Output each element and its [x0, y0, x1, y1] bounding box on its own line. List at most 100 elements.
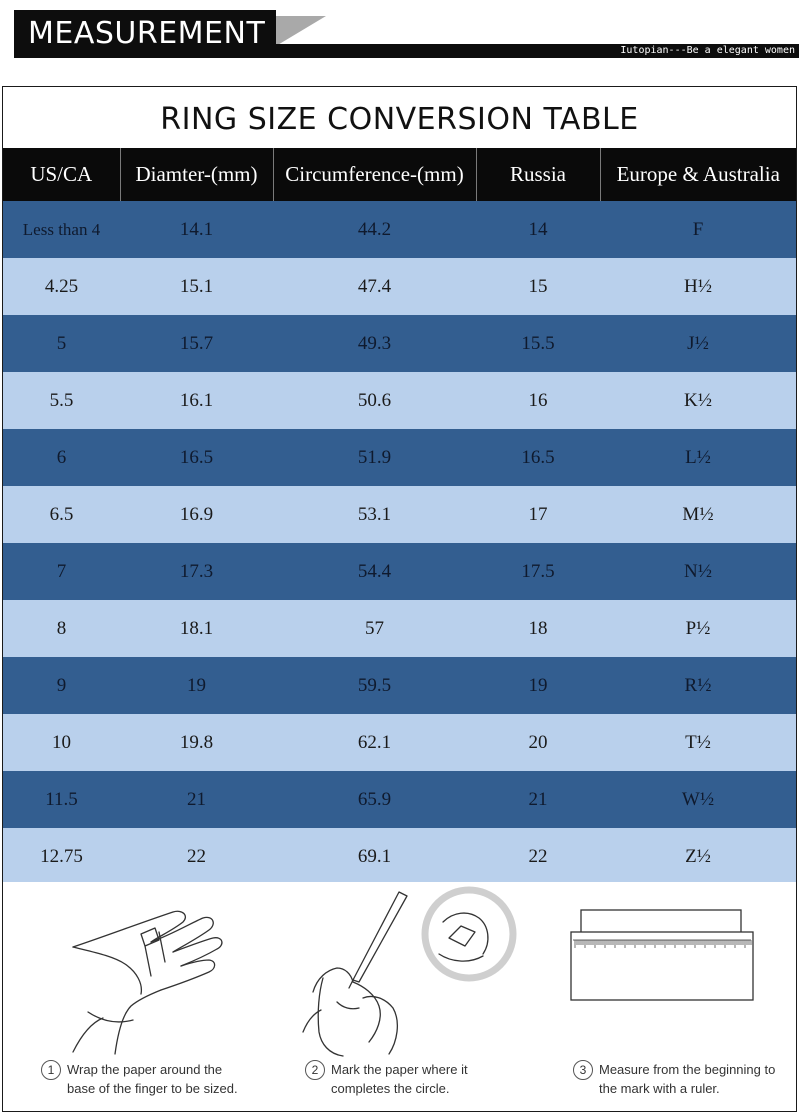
cell-diameter: 18.1	[120, 600, 273, 657]
cell-russia: 16.5	[476, 429, 600, 486]
cell-russia: 19	[476, 657, 600, 714]
cell-europe-australia: L½	[600, 429, 796, 486]
table-row: 8 18.1 57 18 P½	[3, 600, 796, 657]
cell-us-ca: 7	[3, 543, 120, 600]
cell-circumference: 54.4	[273, 543, 476, 600]
banner-title: MEASUREMENT	[14, 10, 276, 58]
cell-diameter: 19.8	[120, 714, 273, 771]
table-header-row: US/CA Diamter-(mm) Circumference-(mm) Ru…	[3, 148, 796, 201]
cell-circumference: 44.2	[273, 201, 476, 258]
cell-us-ca: 9	[3, 657, 120, 714]
cell-europe-australia: Z½	[600, 828, 796, 885]
step-2-line-1: Mark the paper where it	[331, 1062, 468, 1077]
step-number: 3	[573, 1060, 593, 1080]
banner-bar	[276, 44, 799, 58]
cell-circumference: 50.6	[273, 372, 476, 429]
cell-europe-australia: M½	[600, 486, 796, 543]
cell-us-ca: 11.5	[3, 771, 120, 828]
cell-diameter: 17.3	[120, 543, 273, 600]
hand-wrap-icon	[72, 910, 223, 1055]
ring-size-table: US/CA Diamter-(mm) Circumference-(mm) Ru…	[3, 148, 796, 885]
column-header-diameter: Diamter-(mm)	[120, 148, 274, 201]
table-row: 5 15.7 49.3 15.5 J½	[3, 315, 796, 372]
table-title: RING SIZE CONVERSION TABLE	[160, 102, 639, 137]
table-row: 12.75 22 69.1 22 Z½	[3, 828, 796, 885]
step-1: 1 Wrap the paper around the base of the …	[33, 882, 283, 1110]
cell-circumference: 69.1	[273, 828, 476, 885]
cell-europe-australia: F	[600, 201, 796, 258]
step-3-line-2: the mark with a ruler.	[599, 1081, 720, 1096]
cell-diameter: 16.1	[120, 372, 273, 429]
column-header-us-ca: US/CA	[3, 148, 121, 201]
cell-us-ca: Less than 4	[3, 201, 120, 258]
cell-diameter: 22	[120, 828, 273, 885]
cell-diameter: 21	[120, 771, 273, 828]
step-2: 2 Mark the paper where it completes the …	[293, 882, 543, 1110]
cell-europe-australia: J½	[600, 315, 796, 372]
cell-circumference: 51.9	[273, 429, 476, 486]
table-row: 9 19 59.5 19 R½	[3, 657, 796, 714]
cell-circumference: 59.5	[273, 657, 476, 714]
cell-russia: 15	[476, 258, 600, 315]
cell-russia: 17	[476, 486, 600, 543]
cell-us-ca: 8	[3, 600, 120, 657]
cell-europe-australia: R½	[600, 657, 796, 714]
step-3: 3 Measure from the beginning to the mark…	[563, 882, 796, 1110]
cell-diameter: 16.5	[120, 429, 273, 486]
cell-russia: 16	[476, 372, 600, 429]
pen-mark-icon	[302, 886, 517, 1057]
cell-diameter: 14.1	[120, 201, 273, 258]
cell-russia: 15.5	[476, 315, 600, 372]
cell-europe-australia: K½	[600, 372, 796, 429]
step-1-line-1: Wrap the paper around the	[67, 1062, 223, 1077]
table-row: 10 19.8 62.1 20 T½	[3, 714, 796, 771]
table-row: 11.5 21 65.9 21 W½	[3, 771, 796, 828]
cell-europe-australia: H½	[600, 258, 796, 315]
cell-us-ca: 5.5	[3, 372, 120, 429]
cell-diameter: 15.1	[120, 258, 273, 315]
table-row: 5.5 16.1 50.6 16 K½	[3, 372, 796, 429]
table-row: Less than 4 14.1 44.2 14 F	[3, 201, 796, 258]
cell-russia: 14	[476, 201, 600, 258]
cell-circumference: 62.1	[273, 714, 476, 771]
ruler-icon	[570, 909, 754, 1001]
cell-russia: 18	[476, 600, 600, 657]
header-banner: MEASUREMENT Iutopian---Be a elegant wome…	[0, 0, 799, 70]
step-number: 2	[305, 1060, 325, 1080]
cell-russia: 22	[476, 828, 600, 885]
cell-russia: 17.5	[476, 543, 600, 600]
cell-us-ca: 6.5	[3, 486, 120, 543]
step-3-line-1: Measure from the beginning to	[599, 1062, 776, 1077]
column-header-circumference: Circumference-(mm)	[273, 148, 477, 201]
cell-russia: 21	[476, 771, 600, 828]
measurement-instructions: 1 Wrap the paper around the base of the …	[3, 882, 796, 1110]
cell-europe-australia: P½	[600, 600, 796, 657]
cell-europe-australia: T½	[600, 714, 796, 771]
cell-us-ca: 4.25	[3, 258, 120, 315]
cell-circumference: 47.4	[273, 258, 476, 315]
table-row: 6.5 16.9 53.1 17 M½	[3, 486, 796, 543]
cell-diameter: 16.9	[120, 486, 273, 543]
table-row: 7 17.3 54.4 17.5 N½	[3, 543, 796, 600]
cell-us-ca: 5	[3, 315, 120, 372]
size-chart-frame: RING SIZE CONVERSION TABLE US/CA Diamter…	[2, 86, 797, 1112]
cell-us-ca: 12.75	[3, 828, 120, 885]
cell-circumference: 53.1	[273, 486, 476, 543]
column-header-russia: Russia	[476, 148, 601, 201]
cell-us-ca: 6	[3, 429, 120, 486]
table-row: 4.25 15.1 47.4 15 H½	[3, 258, 796, 315]
cell-europe-australia: W½	[600, 771, 796, 828]
step-2-line-2: completes the circle.	[331, 1081, 450, 1096]
column-header-europe-australia: Europe & Australia	[600, 148, 796, 201]
cell-circumference: 49.3	[273, 315, 476, 372]
banner-slant-decoration	[276, 16, 326, 46]
cell-diameter: 19	[120, 657, 273, 714]
cell-russia: 20	[476, 714, 600, 771]
cell-circumference: 57	[273, 600, 476, 657]
table-row: 6 16.5 51.9 16.5 L½	[3, 429, 796, 486]
step-1-line-2: base of the finger to be sized.	[67, 1081, 238, 1096]
cell-circumference: 65.9	[273, 771, 476, 828]
step-number: 1	[41, 1060, 61, 1080]
cell-diameter: 15.7	[120, 315, 273, 372]
cell-europe-australia: N½	[600, 543, 796, 600]
